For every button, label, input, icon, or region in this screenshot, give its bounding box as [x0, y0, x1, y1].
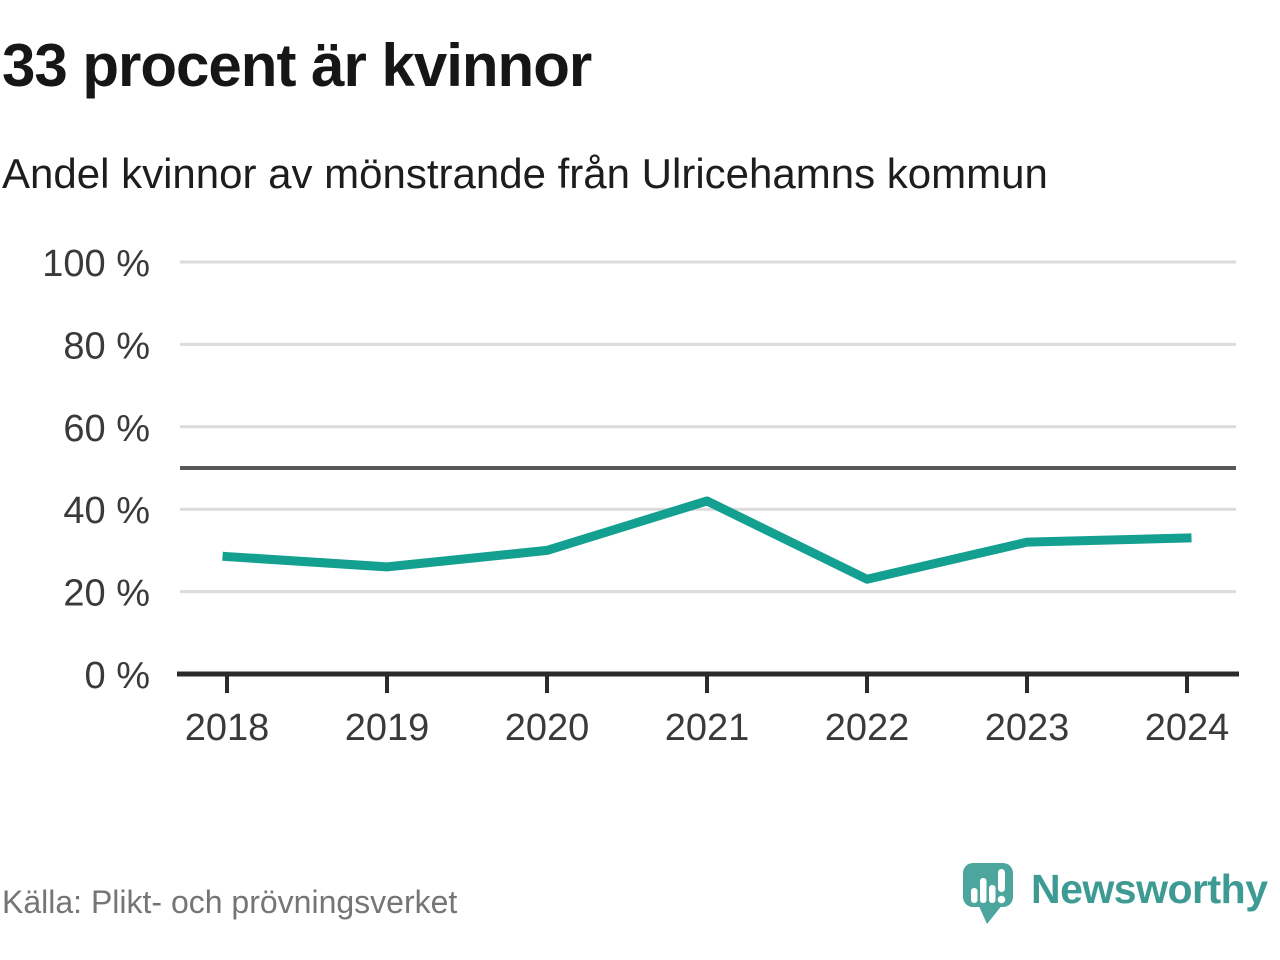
x-tick-label: 2024 [1145, 707, 1230, 749]
chart-subtitle: Andel kvinnor av mönstrande från Ulriceh… [2, 150, 1048, 197]
chart-title: 33 procent är kvinnor [2, 32, 592, 99]
logo-bar-tall [980, 878, 987, 903]
y-tick-label: 60 % [63, 408, 150, 450]
newsworthy-wordmark: Newsworthy [1031, 866, 1268, 912]
data-line [222, 496, 1192, 584]
logo-bar-medium [989, 885, 996, 903]
logo-exclamation-dot [997, 895, 1006, 904]
x-tick-label: 2019 [345, 707, 430, 749]
source-text: Källa: Plikt- och prövningsverket [2, 884, 458, 920]
newsworthy-logo: Newsworthy [963, 863, 1268, 925]
y-tick-label: 20 % [63, 573, 150, 615]
y-tick-label: 80 % [63, 325, 150, 367]
line-chart: 0 % 20 % 40 % 60 % 80 % 100 % 2018 2019 2020 2021… [42, 243, 1239, 749]
x-tick-label: 2021 [665, 707, 750, 749]
y-tick-label: 100 % [42, 243, 150, 285]
logo-exclamation-bar [998, 869, 1005, 892]
newsworthy-pin-icon [963, 863, 1013, 924]
x-tick-label: 2022 [825, 707, 910, 749]
x-tick-label: 2018 [185, 707, 270, 749]
x-tick-label: 2023 [985, 707, 1070, 749]
logo-bar-small [971, 888, 978, 903]
x-tick-label: 2020 [505, 707, 590, 749]
y-tick-label: 0 % [85, 655, 150, 697]
y-tick-label: 40 % [63, 490, 150, 532]
